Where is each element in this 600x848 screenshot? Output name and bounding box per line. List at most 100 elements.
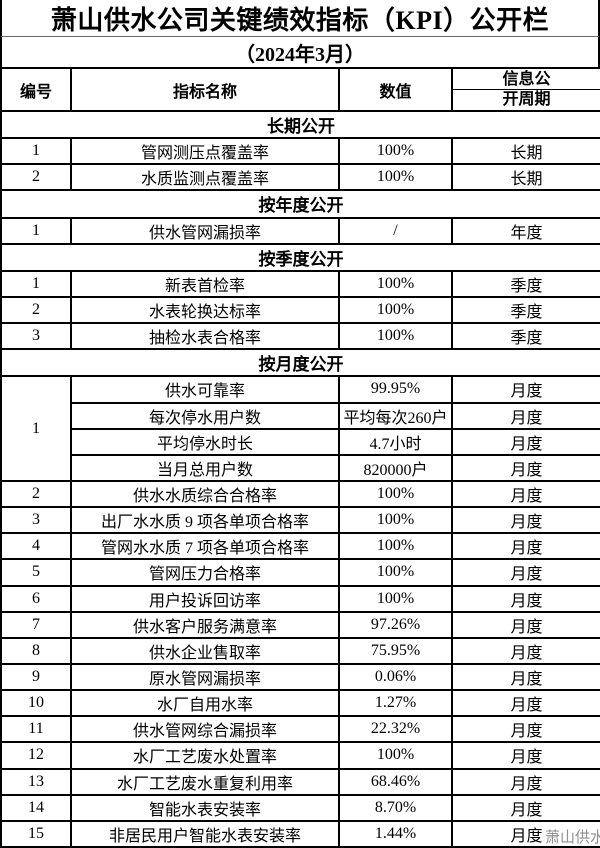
row-value: / <box>338 216 453 245</box>
row-no: 12 <box>0 741 72 770</box>
row-no: 2 <box>0 479 72 509</box>
kpi-table: 编号 指标名称 数值 信息公 开周期 长期公开 1 管网测压点覆盖率 100% … <box>0 67 600 848</box>
section-header-row: 按季度公开 <box>0 242 600 272</box>
kpi-row: 15 非居民用户智能水表安装率 1.44% 月度 <box>0 819 600 848</box>
row-name: 抽检水表合格率 <box>70 322 340 351</box>
row-cycle: 月度 <box>451 793 600 822</box>
row-name: 供水可靠率 <box>70 375 340 404</box>
row-name: 当月总用户数 <box>70 453 340 482</box>
row-value: 1.27% <box>338 689 453 718</box>
row-value: 100% <box>338 163 453 192</box>
kpi-row: 7 供水客户服务满意率 97.26% 月度 <box>0 610 600 639</box>
row-cycle: 月度 <box>451 375 600 404</box>
row-no: 4 <box>0 532 72 561</box>
table-header-row: 编号 指标名称 数值 信息公 开周期 <box>0 67 600 112</box>
row-value: 100% <box>338 295 453 325</box>
row-value: 100% <box>338 532 453 561</box>
kpi-row: 11 供水管网综合漏损率 22.32% 月度 <box>0 715 600 744</box>
row-value: 100% <box>338 479 453 509</box>
row-cycle: 年度 <box>451 216 600 245</box>
row-cycle: 月度 <box>451 610 600 639</box>
row-cycle: 月度 <box>451 689 600 718</box>
kpi-row: 1 管网测压点覆盖率 100% 长期 <box>0 137 600 166</box>
section-title: 按季度公开 <box>0 242 600 272</box>
kpi-row: 9 原水管网漏损率 0.06% 月度 <box>0 662 600 692</box>
kpi-row: 14 智能水表安装率 8.70% 月度 <box>0 793 600 822</box>
header-cycle-line1: 信息公 <box>454 70 599 90</box>
row-no: 1 <box>0 216 72 245</box>
header-cycle: 信息公 开周期 <box>451 67 600 112</box>
page-title: 萧山供水公司关键绩效指标（KPI）公开栏 <box>0 0 600 37</box>
kpi-row: 10 水厂自用水率 1.27% 月度 <box>0 689 600 718</box>
kpi-row: 每次停水用户数 平均每次260户 月度 <box>1 401 600 430</box>
row-cycle: 长期 <box>451 163 600 192</box>
row-value: 100% <box>338 584 453 613</box>
row-cycle: 月度 <box>451 532 600 561</box>
section-header-row: 长期公开 <box>0 109 600 140</box>
row-name: 水表轮换达标率 <box>70 295 340 325</box>
row-cycle: 季度 <box>451 269 600 298</box>
row-name: 供水企业售取率 <box>70 636 340 665</box>
row-cycle: 月度 <box>451 479 600 509</box>
row-cycle: 月度 <box>451 715 600 744</box>
row-name: 供水客户服务满意率 <box>70 610 340 639</box>
row-no: 15 <box>0 819 72 848</box>
row-name: 供水水质综合合格率 <box>70 479 340 509</box>
row-no: 3 <box>0 506 72 535</box>
row-no: 9 <box>0 662 72 692</box>
row-no: 14 <box>0 793 72 822</box>
row-value: 100% <box>338 322 453 351</box>
header-cycle-line2: 开周期 <box>502 91 551 108</box>
row-cycle: 月度 <box>451 427 600 456</box>
row-value: 75.95% <box>338 636 453 665</box>
row-value: 22.32% <box>338 715 453 744</box>
row-name: 新表首检率 <box>70 269 340 298</box>
row-name: 供水管网综合漏损率 <box>70 715 340 744</box>
row-name: 水厂自用水率 <box>70 689 340 718</box>
row-name: 平均停水时长 <box>70 427 340 456</box>
header-value: 数值 <box>338 67 453 112</box>
row-value: 8.70% <box>338 793 453 822</box>
section-title: 按年度公开 <box>0 189 600 219</box>
row-no: 1 <box>0 137 72 166</box>
row-cycle: 月度 <box>451 453 600 482</box>
row-cycle: 季度 <box>451 295 600 325</box>
row-value: 100% <box>338 558 453 587</box>
row-cycle: 月度 <box>451 584 600 613</box>
kpi-row: 3 出厂水水质 9 项各单项合格率 100% 月度 <box>0 506 600 535</box>
kpi-row: 13 水厂工艺废水重复利用率 68.46% 月度 <box>0 767 600 796</box>
section-title: 长期公开 <box>0 109 600 140</box>
row-no-merged: 1 <box>0 375 72 482</box>
row-cycle: 月度 <box>451 741 600 770</box>
row-cycle: 月度 <box>451 506 600 535</box>
kpi-row: 2 水表轮换达标率 100% 季度 <box>0 295 600 325</box>
page-subtitle: （2024年3月） <box>0 37 600 67</box>
row-cycle: 月度 <box>451 767 600 796</box>
kpi-row: 当月总用户数 820000户 月度 <box>1 453 600 482</box>
row-cycle: 月度 <box>451 401 600 430</box>
row-cycle: 月度 <box>451 558 600 587</box>
row-name: 水厂工艺废水处置率 <box>70 741 340 770</box>
kpi-row: 2 水质监测点覆盖率 100% 长期 <box>0 163 600 192</box>
row-name: 原水管网漏损率 <box>70 662 340 692</box>
kpi-row: 1 供水可靠率 99.95% 月度 <box>0 375 600 482</box>
row-cycle: 月度 <box>451 662 600 692</box>
kpi-row: 4 管网水水质 7 项各单项合格率 100% 月度 <box>0 532 600 561</box>
row-no: 2 <box>0 295 72 325</box>
row-value: 97.26% <box>338 610 453 639</box>
row-name: 供水管网漏损率 <box>70 216 340 245</box>
row-no: 6 <box>0 584 72 613</box>
row-name: 非居民用户智能水表安装率 <box>70 819 340 848</box>
kpi-row: 2 供水水质综合合格率 100% 月度 <box>0 479 600 509</box>
kpi-row: 6 用户投诉回访率 100% 月度 <box>0 584 600 613</box>
kpi-row: 12 水厂工艺废水处置率 100% 月度 <box>0 741 600 770</box>
row-value: 平均每次260户 <box>338 401 453 430</box>
row-no: 10 <box>0 689 72 718</box>
row-name: 管网水水质 7 项各单项合格率 <box>70 532 340 561</box>
row-name: 智能水表安装率 <box>70 793 340 822</box>
row-no: 11 <box>0 715 72 744</box>
row-no: 3 <box>0 322 72 351</box>
header-name: 指标名称 <box>70 67 340 112</box>
row-value: 1.44% <box>338 819 453 848</box>
row-value: 99.95% <box>338 375 453 404</box>
